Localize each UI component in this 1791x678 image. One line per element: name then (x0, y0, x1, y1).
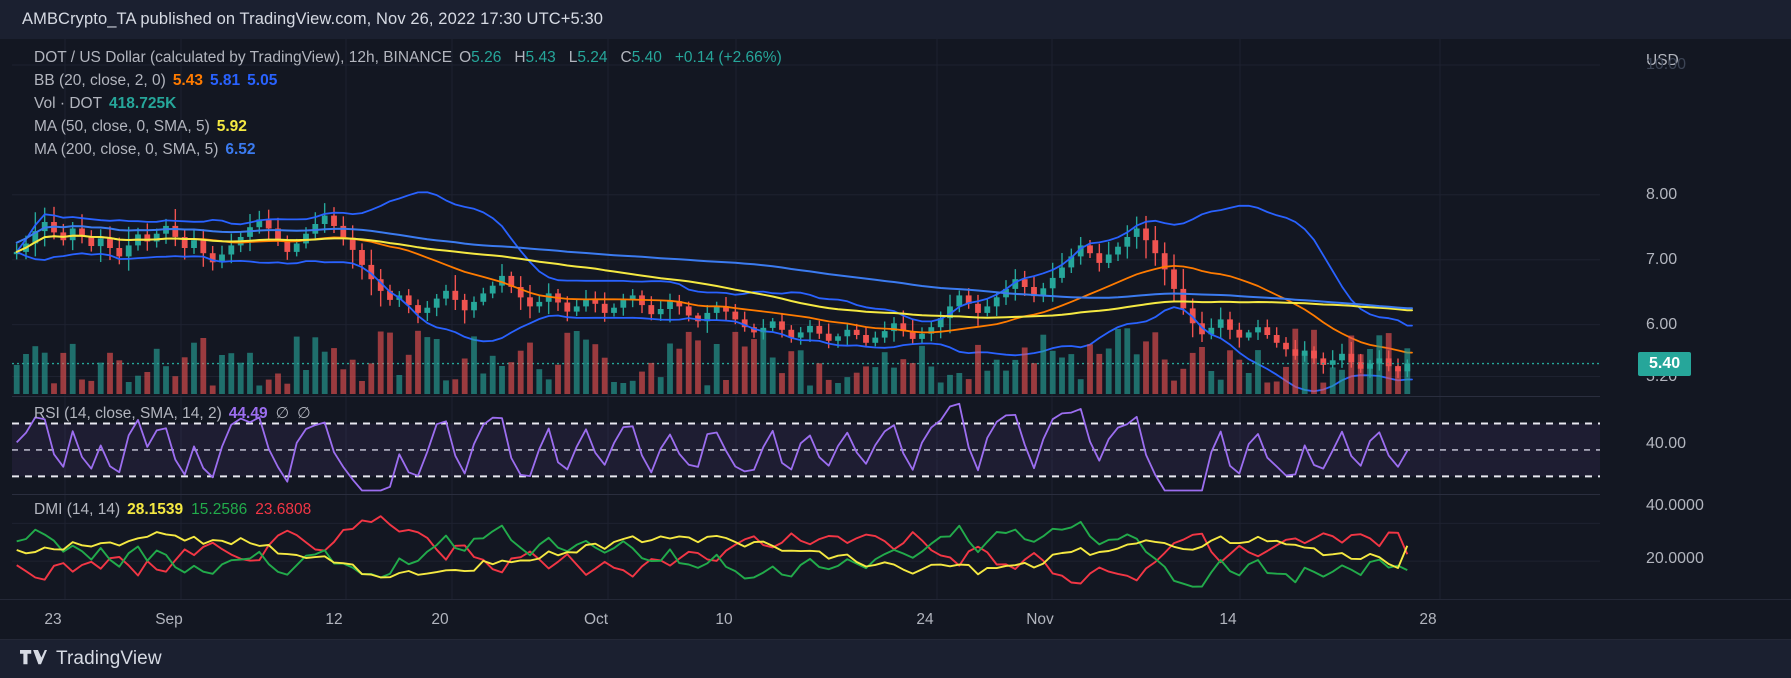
dmi-tick-label: 20.0000 (1646, 550, 1704, 567)
rsi-chart-svg (12, 397, 1600, 494)
tradingview-wordmark: TradingView (56, 648, 162, 669)
rsi-tick-label: 40.00 (1646, 435, 1687, 452)
time-tick-label: 23 (44, 611, 62, 628)
time-tick-label: 10 (715, 611, 733, 628)
dmi-tick-label: 40.0000 (1646, 497, 1704, 514)
price-chart-svg (12, 39, 1600, 396)
dmi-pane[interactable]: DMI (14, 14) 28.1539 15.2586 23.6808 (12, 494, 1600, 599)
time-scale[interactable]: 23 Sep 12 20 Oct 10 24 Nov 14 28 (0, 599, 1791, 639)
price-tick-label: 8.00 (1646, 185, 1678, 203)
plot-area[interactable]: DOT / US Dollar (calculated by TradingVi… (12, 39, 1600, 599)
price-scale-unit: USD (1646, 52, 1679, 69)
footer-bar: TradingView (0, 639, 1791, 678)
time-tick-label: Nov (1026, 611, 1054, 628)
time-tick-label: Sep (155, 611, 183, 628)
chart-frame: DOT / US Dollar (calculated by TradingVi… (0, 39, 1791, 639)
dmi-chart-svg (12, 495, 1600, 599)
publisher-header-text: AMBCrypto_TA published on TradingView.co… (22, 10, 604, 28)
tradingview-logo: TradingView (20, 648, 162, 670)
price-tick-label: 6.00 (1646, 315, 1678, 333)
time-tick-label: 12 (325, 611, 343, 628)
time-tick-label: 24 (916, 611, 934, 628)
rsi-pane[interactable]: RSI (14, close, SMA, 14, 2) 44.49 ∅ ∅ (12, 396, 1600, 494)
price-tick-label: 10.00 (1646, 55, 1687, 73)
tradingview-logo-icon (20, 650, 47, 665)
price-scale[interactable]: USD 10.00 8.00 7.00 6.00 5.20 5.40 40.00 40.… (1600, 39, 1791, 599)
current-price-badge: 5.40 (1638, 351, 1692, 376)
time-tick-label: 20 (431, 611, 449, 628)
publisher-header: AMBCrypto_TA published on TradingView.co… (0, 0, 1791, 39)
time-tick-label: 14 (1219, 611, 1237, 628)
price-tick-label: 7.00 (1646, 250, 1678, 268)
time-tick-label: 28 (1419, 611, 1437, 628)
price-pane[interactable]: DOT / US Dollar (calculated by TradingVi… (12, 39, 1600, 396)
time-tick-label: Oct (583, 611, 609, 628)
